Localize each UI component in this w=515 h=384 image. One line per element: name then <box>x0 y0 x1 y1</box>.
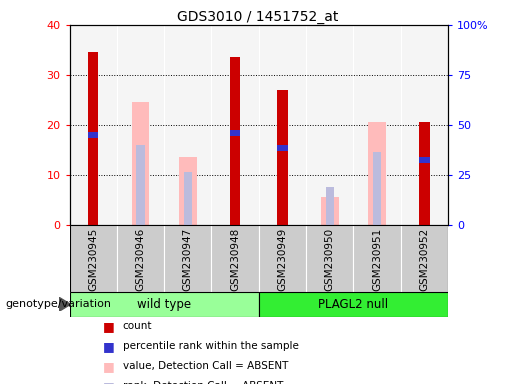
Polygon shape <box>59 297 71 311</box>
Text: GSM230951: GSM230951 <box>372 228 382 291</box>
Text: GSM230945: GSM230945 <box>88 228 98 291</box>
Bar <box>353 225 401 292</box>
Bar <box>70 292 259 317</box>
Text: GSM230946: GSM230946 <box>135 228 146 291</box>
Bar <box>373 152 381 225</box>
Bar <box>277 145 288 151</box>
Bar <box>321 197 339 225</box>
Text: GDS3010 / 1451752_at: GDS3010 / 1451752_at <box>177 10 338 23</box>
Bar <box>230 130 241 136</box>
Bar <box>183 172 192 225</box>
Text: percentile rank within the sample: percentile rank within the sample <box>123 341 299 351</box>
Bar <box>212 225 259 292</box>
Bar <box>368 122 386 225</box>
Bar <box>420 160 428 225</box>
Bar <box>259 292 448 317</box>
Text: GSM230949: GSM230949 <box>278 228 287 291</box>
Bar <box>179 157 197 225</box>
Text: GSM230950: GSM230950 <box>325 228 335 291</box>
Text: GSM230952: GSM230952 <box>419 228 430 291</box>
Bar <box>136 145 145 225</box>
Text: ■: ■ <box>103 360 115 373</box>
Bar <box>88 53 98 225</box>
Text: GSM230948: GSM230948 <box>230 228 240 291</box>
Text: PLAGL2 null: PLAGL2 null <box>318 298 388 311</box>
Text: rank, Detection Call = ABSENT: rank, Detection Call = ABSENT <box>123 381 283 384</box>
Text: GSM230947: GSM230947 <box>183 228 193 291</box>
Bar <box>419 157 430 163</box>
Bar <box>164 225 212 292</box>
Bar <box>117 225 164 292</box>
Bar <box>230 58 241 225</box>
Text: ■: ■ <box>103 340 115 353</box>
Bar <box>306 225 353 292</box>
Bar <box>419 122 430 225</box>
Bar <box>325 187 334 225</box>
Bar <box>259 225 306 292</box>
Text: count: count <box>123 321 152 331</box>
Bar <box>401 225 448 292</box>
Bar <box>88 132 98 138</box>
Text: genotype/variation: genotype/variation <box>5 299 111 310</box>
Bar <box>70 225 117 292</box>
Text: value, Detection Call = ABSENT: value, Detection Call = ABSENT <box>123 361 288 371</box>
Bar <box>277 90 288 225</box>
Bar <box>131 103 149 225</box>
Text: ■: ■ <box>103 320 115 333</box>
Text: ■: ■ <box>103 380 115 384</box>
Text: wild type: wild type <box>137 298 191 311</box>
